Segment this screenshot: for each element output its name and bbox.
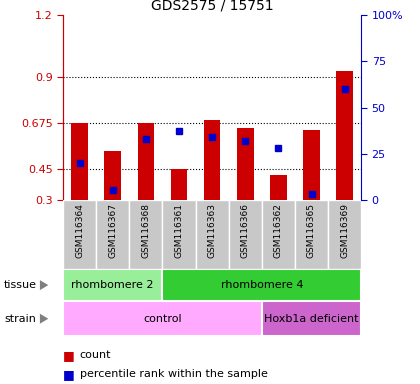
Bar xyxy=(163,200,196,269)
Bar xyxy=(63,200,96,269)
Text: GSM116363: GSM116363 xyxy=(207,203,217,258)
Bar xyxy=(270,175,287,200)
Text: rhombomere 2: rhombomere 2 xyxy=(71,280,154,290)
Text: control: control xyxy=(143,314,182,324)
Text: rhombomere 4: rhombomere 4 xyxy=(220,280,303,290)
Text: GSM116366: GSM116366 xyxy=(241,203,250,258)
Bar xyxy=(63,269,163,301)
Bar xyxy=(303,130,320,200)
Text: ■: ■ xyxy=(63,368,75,381)
Text: GSM116362: GSM116362 xyxy=(274,203,283,258)
Bar xyxy=(262,200,295,269)
Bar xyxy=(295,200,328,269)
Bar xyxy=(138,123,154,200)
Text: ■: ■ xyxy=(63,349,75,362)
Bar xyxy=(129,200,163,269)
Text: GSM116369: GSM116369 xyxy=(340,203,349,258)
Text: strain: strain xyxy=(4,314,36,324)
Text: tissue: tissue xyxy=(4,280,37,290)
Bar xyxy=(196,200,228,269)
Bar xyxy=(262,301,361,336)
Text: GSM116361: GSM116361 xyxy=(174,203,184,258)
Polygon shape xyxy=(40,314,48,324)
Title: GDS2575 / 15751: GDS2575 / 15751 xyxy=(151,0,273,13)
Bar xyxy=(228,200,262,269)
Polygon shape xyxy=(40,280,48,290)
Text: GSM116364: GSM116364 xyxy=(75,203,84,258)
Bar xyxy=(71,123,88,200)
Bar xyxy=(105,151,121,200)
Bar xyxy=(204,120,220,200)
Bar xyxy=(328,200,361,269)
Text: Hoxb1a deficient: Hoxb1a deficient xyxy=(264,314,359,324)
Text: GSM116367: GSM116367 xyxy=(108,203,117,258)
Bar xyxy=(171,169,187,200)
Bar xyxy=(96,200,129,269)
Text: count: count xyxy=(80,350,111,360)
Text: GSM116368: GSM116368 xyxy=(142,203,150,258)
Text: GSM116365: GSM116365 xyxy=(307,203,316,258)
Bar xyxy=(63,301,262,336)
Text: percentile rank within the sample: percentile rank within the sample xyxy=(80,369,268,379)
Bar xyxy=(336,71,353,200)
Bar xyxy=(237,128,254,200)
Bar xyxy=(163,269,361,301)
